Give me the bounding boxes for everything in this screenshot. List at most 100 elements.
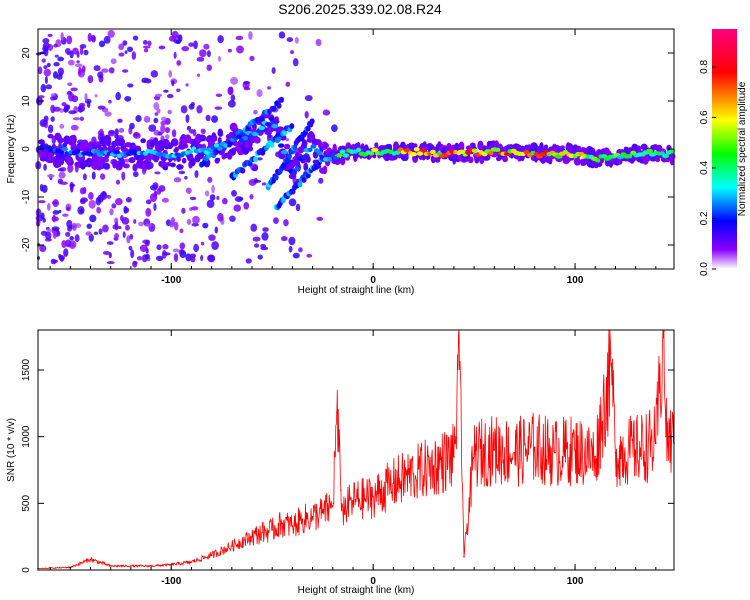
noise-blob <box>261 232 269 241</box>
noise-blob <box>262 227 269 232</box>
ridge-halo-blob <box>103 163 110 169</box>
ridge-core-blob <box>271 123 279 129</box>
ridge-halo-blob <box>413 143 418 149</box>
noise-blob <box>70 87 78 92</box>
noise-blob <box>57 168 64 172</box>
noise-blob <box>209 194 216 201</box>
noise-blob <box>250 223 258 232</box>
noise-blob <box>174 221 179 231</box>
spectrogram-y-tick-label: -10 <box>21 189 32 204</box>
noise-blob <box>52 214 56 223</box>
noise-blob <box>40 230 48 236</box>
noise-blob <box>64 47 71 55</box>
noise-blob <box>139 244 148 252</box>
noise-blob <box>208 234 216 241</box>
snr-point <box>251 535 253 538</box>
noise-blob <box>117 118 123 123</box>
ridge-halo-blob <box>170 138 179 147</box>
noise-blob <box>194 170 199 179</box>
noise-blob <box>292 252 300 259</box>
ridge-core-blob <box>74 148 81 154</box>
noise-blob <box>176 60 182 66</box>
ridge-core-blob <box>356 147 362 152</box>
noise-blob <box>188 42 195 47</box>
ridge-core-blob <box>342 153 350 158</box>
noise-blob <box>149 193 158 202</box>
ridge-halo-blob <box>144 155 153 161</box>
noise-blob <box>164 134 170 140</box>
noise-blob <box>114 221 119 231</box>
noise-blob <box>97 71 104 79</box>
noise-blob <box>69 235 75 241</box>
noise-blob <box>106 241 114 245</box>
snr-point <box>261 531 263 534</box>
noise-blob <box>118 226 122 230</box>
ridge-core-blob <box>330 152 336 158</box>
noise-blob <box>67 59 75 66</box>
snr-point <box>291 525 294 527</box>
ridge-streak-blob <box>286 153 292 160</box>
noise-blob <box>227 99 236 108</box>
noise-blob <box>123 205 128 214</box>
noise-blob <box>62 213 69 217</box>
snr-point <box>190 561 193 563</box>
ridge-streak-blob <box>240 167 246 174</box>
noise-blob <box>216 195 220 200</box>
snr-point <box>610 362 613 365</box>
ridge-halo-blob <box>128 156 136 164</box>
noise-blob <box>88 233 94 242</box>
ridge-core-blob <box>45 145 52 150</box>
snr-point <box>459 361 461 363</box>
noise-blob <box>72 117 81 121</box>
noise-blob <box>133 219 137 224</box>
snr-point <box>614 451 617 454</box>
noise-blob <box>271 67 276 75</box>
noise-blob <box>283 219 289 227</box>
noise-blob <box>132 132 141 139</box>
ridge-core-blob <box>243 136 248 141</box>
noise-blob <box>167 109 172 115</box>
noise-blob <box>207 176 213 183</box>
ridge-halo-blob <box>69 134 77 142</box>
noise-blob <box>67 163 74 173</box>
snr-point <box>89 558 92 561</box>
ridge-core-blob <box>280 149 288 155</box>
noise-blob <box>256 157 263 161</box>
noise-blob <box>147 40 152 47</box>
noise-blob <box>84 93 88 102</box>
ridge-halo-blob <box>212 134 218 142</box>
ridge-halo-blob <box>616 158 623 165</box>
noise-blob <box>267 86 271 90</box>
noise-blob <box>230 94 236 102</box>
noise-blob <box>163 252 171 256</box>
noise-blob <box>229 215 236 222</box>
noise-blob <box>86 101 91 109</box>
noise-blob <box>50 93 56 97</box>
noise-blob <box>119 215 124 222</box>
noise-blob <box>233 204 242 212</box>
snr-point <box>352 499 354 502</box>
ridge-halo-blob <box>288 173 297 180</box>
ridge-core-blob <box>216 146 223 151</box>
noise-blob <box>60 181 68 185</box>
snr-point <box>473 453 475 455</box>
noise-blob <box>211 184 215 194</box>
noise-blob <box>252 236 261 242</box>
noise-blob <box>58 142 62 149</box>
noise-blob <box>249 194 254 200</box>
noise-blob <box>173 51 177 59</box>
noise-blob <box>236 45 244 54</box>
ridge-core-blob <box>294 166 301 171</box>
noise-blob <box>77 206 85 215</box>
ridge-streak-blob <box>276 135 282 142</box>
noise-blob <box>103 35 111 44</box>
ridge-halo-blob <box>322 165 328 175</box>
ridge-streak-blob <box>269 141 275 148</box>
spectrogram-x-tick-label: -100 <box>161 275 181 286</box>
noise-blob <box>67 82 73 87</box>
noise-blob <box>257 254 263 260</box>
noise-blob <box>67 225 73 232</box>
